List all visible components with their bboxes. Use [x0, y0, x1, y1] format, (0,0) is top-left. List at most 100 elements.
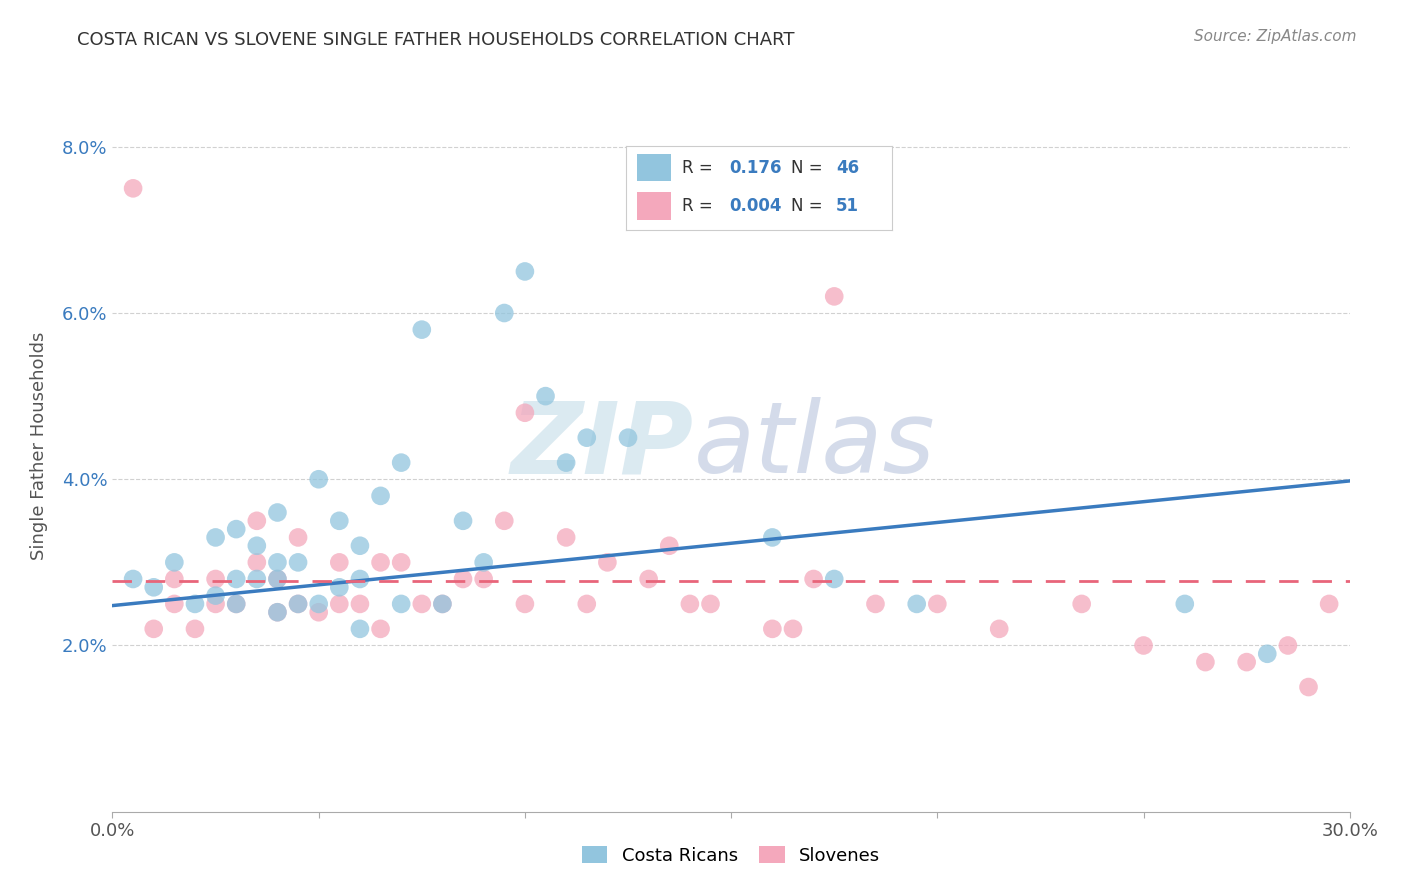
Point	[575, 431, 598, 445]
Point	[451, 514, 474, 528]
Text: N =: N =	[792, 159, 823, 177]
Point	[513, 264, 536, 278]
Point	[246, 555, 269, 569]
Point	[1236, 655, 1258, 669]
Text: 0.004: 0.004	[730, 197, 782, 215]
Point	[555, 530, 578, 544]
Point	[389, 456, 412, 470]
Point	[411, 597, 433, 611]
Point	[988, 622, 1011, 636]
Text: Source: ZipAtlas.com: Source: ZipAtlas.com	[1194, 29, 1357, 44]
Point	[1256, 647, 1278, 661]
Point	[308, 605, 330, 619]
Point	[328, 514, 350, 528]
Point	[122, 181, 145, 195]
Point	[658, 539, 681, 553]
Point	[328, 580, 350, 594]
Text: 46: 46	[837, 159, 859, 177]
Point	[637, 572, 659, 586]
Point	[287, 555, 309, 569]
Point	[266, 555, 288, 569]
Point	[370, 555, 392, 569]
Point	[163, 597, 186, 611]
Point	[1277, 639, 1299, 653]
Point	[555, 456, 578, 470]
Point	[472, 555, 495, 569]
Point	[823, 572, 845, 586]
FancyBboxPatch shape	[637, 193, 671, 220]
Text: N =: N =	[792, 197, 823, 215]
Point	[617, 431, 640, 445]
Point	[927, 597, 949, 611]
Point	[349, 539, 371, 553]
Text: R =: R =	[682, 197, 713, 215]
Point	[596, 555, 619, 569]
Point	[1132, 639, 1154, 653]
Text: R =: R =	[682, 159, 713, 177]
Point	[246, 539, 269, 553]
FancyBboxPatch shape	[637, 153, 671, 181]
Point	[389, 555, 412, 569]
Point	[803, 572, 825, 586]
Point	[246, 572, 269, 586]
Point	[163, 572, 186, 586]
Point	[287, 597, 309, 611]
Text: COSTA RICAN VS SLOVENE SINGLE FATHER HOUSEHOLDS CORRELATION CHART: COSTA RICAN VS SLOVENE SINGLE FATHER HOU…	[77, 31, 794, 49]
Point	[246, 514, 269, 528]
Point	[287, 530, 309, 544]
Point	[308, 597, 330, 611]
Point	[494, 306, 516, 320]
Point	[204, 597, 226, 611]
Point	[287, 597, 309, 611]
Point	[122, 572, 145, 586]
Text: 51: 51	[837, 197, 859, 215]
Point	[575, 597, 598, 611]
Point	[328, 555, 350, 569]
Point	[823, 289, 845, 303]
Point	[534, 389, 557, 403]
Point	[637, 181, 659, 195]
Point	[432, 597, 454, 611]
Point	[1070, 597, 1092, 611]
Point	[204, 572, 226, 586]
Legend: Costa Ricans, Slovenes: Costa Ricans, Slovenes	[575, 839, 887, 872]
Point	[349, 572, 371, 586]
Point	[389, 597, 412, 611]
Point	[1298, 680, 1320, 694]
Point	[905, 597, 928, 611]
Point	[472, 572, 495, 586]
Point	[1174, 597, 1197, 611]
Point	[204, 589, 226, 603]
Point	[204, 530, 226, 544]
Point	[266, 605, 288, 619]
Point	[142, 580, 165, 594]
Point	[494, 514, 516, 528]
Point	[328, 597, 350, 611]
Point	[349, 597, 371, 611]
Y-axis label: Single Father Households: Single Father Households	[30, 332, 48, 560]
Point	[370, 489, 392, 503]
Point	[184, 597, 207, 611]
Point	[349, 622, 371, 636]
Point	[266, 605, 288, 619]
Point	[513, 406, 536, 420]
Text: 0.176: 0.176	[730, 159, 782, 177]
Point	[266, 572, 288, 586]
Point	[865, 597, 887, 611]
Point	[225, 572, 247, 586]
Point	[782, 622, 804, 636]
Point	[1194, 655, 1216, 669]
Point	[432, 597, 454, 611]
Point	[513, 597, 536, 611]
Point	[370, 622, 392, 636]
Point	[266, 572, 288, 586]
Point	[308, 472, 330, 486]
Point	[266, 506, 288, 520]
Point	[761, 622, 783, 636]
Point	[225, 597, 247, 611]
Text: atlas: atlas	[695, 398, 935, 494]
Point	[411, 323, 433, 337]
Point	[225, 597, 247, 611]
Point	[679, 597, 702, 611]
Point	[761, 530, 783, 544]
